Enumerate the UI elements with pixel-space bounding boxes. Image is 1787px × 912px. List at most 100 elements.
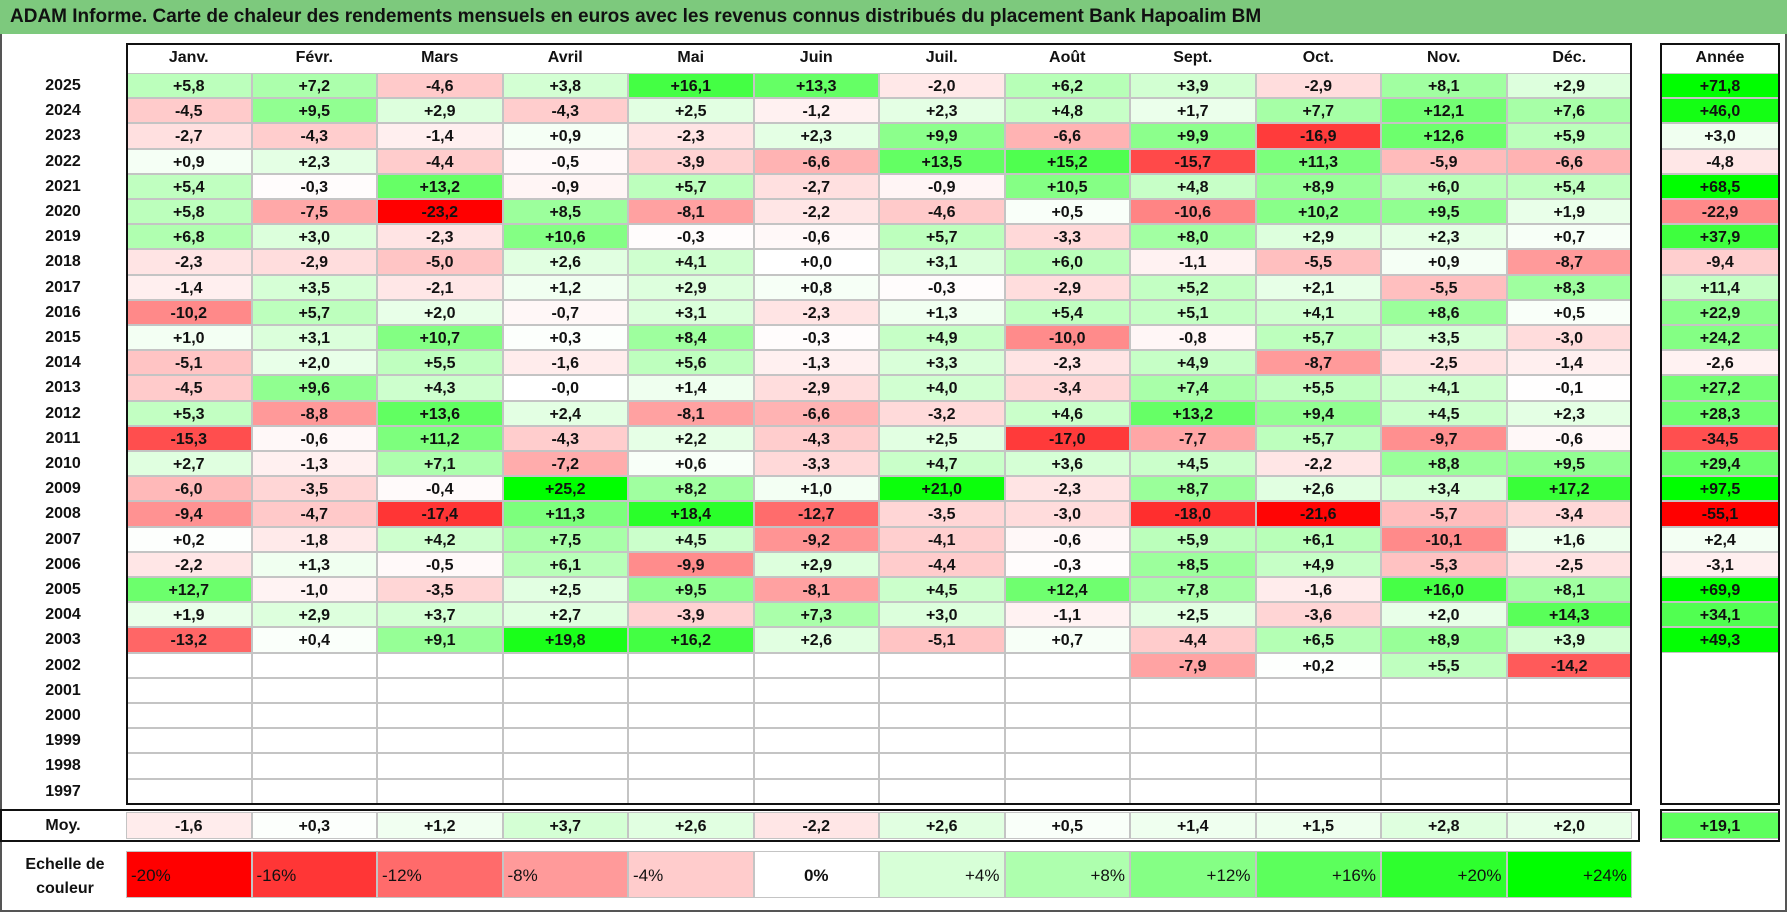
- heatmap-cell: +0,9: [126, 148, 252, 174]
- heatmap-cell: +13,2: [377, 173, 503, 199]
- heatmap-cell: +0,6: [628, 451, 754, 477]
- heatmap-cell: +11,3: [502, 501, 628, 527]
- heatmap-cell: -5,7: [1381, 501, 1507, 527]
- month-header: Nov.: [1427, 49, 1461, 66]
- heatmap-cell: +4,2: [377, 526, 503, 552]
- heatmap-cell: [1381, 753, 1507, 779]
- heatmap-cell: -5,1: [126, 350, 252, 376]
- heatmap-cell: -3,9: [628, 148, 754, 174]
- heatmap-cell: +4,1: [1255, 299, 1381, 325]
- year-total-header: Année: [1695, 49, 1745, 66]
- heatmap-cell: +3,4: [1381, 476, 1507, 502]
- heatmap-cell: [1130, 677, 1256, 703]
- heatmap-cell: +13,2: [1130, 400, 1256, 426]
- heatmap-cell: [1255, 778, 1381, 804]
- heatmap-cell: -1,4: [126, 274, 252, 300]
- heatmap-cell: [879, 753, 1005, 779]
- heatmap-cell: +2,1: [1255, 274, 1381, 300]
- heatmap-cell: +9,4: [1255, 400, 1381, 426]
- heatmap-cell: -2,3: [1004, 350, 1130, 376]
- chart-frame: [0, 34, 1787, 912]
- row-year-label: 2000: [45, 707, 81, 724]
- heatmap-cell: [628, 728, 754, 754]
- month-header: Juin: [799, 49, 833, 66]
- heatmap-cell: -6,0: [126, 476, 252, 502]
- heatmap-cell: -4,7: [251, 501, 377, 527]
- heatmap-cell: -8,7: [1506, 249, 1632, 275]
- page-title: ADAM Informe. Carte de chaleur des rende…: [0, 0, 1787, 34]
- heatmap-cell: -3,5: [879, 501, 1005, 527]
- heatmap-cell: +3,7: [377, 602, 503, 628]
- row-year-label: 2018: [45, 253, 81, 271]
- heatmap-cell: +5,2: [1130, 274, 1256, 300]
- year-total-cell: [1660, 728, 1780, 754]
- heatmap-cell: [753, 753, 879, 779]
- row-year-label: 1999: [45, 732, 81, 750]
- heatmap-cell: -2,2: [126, 551, 252, 577]
- average-cell: -1,6: [126, 812, 252, 839]
- row-year-label: 2002: [45, 656, 81, 674]
- heatmap-cell: +3,5: [251, 274, 377, 300]
- heatmap-cell: +6,8: [126, 224, 252, 250]
- year-total-cell: +22,9: [1660, 299, 1780, 325]
- heatmap-cell: +9,5: [628, 577, 754, 603]
- heatmap-cell: +9,5: [251, 98, 377, 124]
- heatmap-cell: -9,2: [753, 526, 879, 552]
- heatmap-cell: +2,9: [628, 274, 754, 300]
- heatmap-cell: [377, 677, 503, 703]
- heatmap-cell: -3,0: [1004, 501, 1130, 527]
- heatmap-cell: +4,9: [1255, 551, 1381, 577]
- heatmap-cell: -18,0: [1130, 501, 1256, 527]
- heatmap-cell: -2,9: [753, 375, 879, 401]
- heatmap-cell: +3,5: [1381, 325, 1507, 351]
- heatmap-cell: +0,5: [1506, 299, 1632, 325]
- row-year-label: 2014: [45, 354, 81, 372]
- heatmap-cell: +1,9: [126, 602, 252, 628]
- color-scale-swatch: -8%: [502, 851, 628, 898]
- month-header: Oct.: [1302, 49, 1334, 66]
- heatmap-cell: [251, 677, 377, 703]
- heatmap-cell: +9,6: [251, 375, 377, 401]
- heatmap-cell: +8,6: [1381, 299, 1507, 325]
- heatmap-cell: -16,9: [1255, 123, 1381, 149]
- heatmap-cell: +3,0: [879, 602, 1005, 628]
- heatmap-cell: [879, 728, 1005, 754]
- row-year-label: 2008: [45, 505, 81, 523]
- heatmap-cell: +4,5: [1381, 400, 1507, 426]
- heatmap-cell: +4,5: [1130, 451, 1256, 477]
- heatmap-cell: +0,7: [1004, 627, 1130, 653]
- heatmap-cell: +6,1: [502, 551, 628, 577]
- heatmap-cell: [377, 778, 503, 804]
- heatmap-cell: -0,5: [502, 148, 628, 174]
- heatmap-cell: +4,1: [628, 249, 754, 275]
- heatmap-cell: -4,4: [1130, 627, 1256, 653]
- heatmap-cell: [1506, 753, 1632, 779]
- heatmap-cell: +5,7: [251, 299, 377, 325]
- heatmap-cell: [251, 778, 377, 804]
- heatmap-cell: -2,3: [126, 249, 252, 275]
- heatmap-cell: [753, 677, 879, 703]
- heatmap-cell: -1,0: [251, 577, 377, 603]
- month-header: Avril: [547, 49, 583, 66]
- heatmap-cell: +12,1: [1381, 98, 1507, 124]
- heatmap-cell: +4,8: [1130, 173, 1256, 199]
- year-total-cell: -2,6: [1660, 350, 1780, 376]
- color-scale-swatch: +24%: [1506, 851, 1632, 898]
- heatmap-cell: [753, 728, 879, 754]
- heatmap-cell: +4,9: [879, 325, 1005, 351]
- heatmap-cell: +7,4: [1130, 375, 1256, 401]
- average-cell: +1,4: [1130, 812, 1256, 839]
- heatmap-cell: -2,9: [1255, 73, 1381, 99]
- heatmap-cell: -8,1: [628, 400, 754, 426]
- heatmap-cell: +5,7: [1255, 325, 1381, 351]
- heatmap-cell: +2,3: [1506, 400, 1632, 426]
- row-year-label: 1997: [45, 782, 81, 800]
- heatmap-cell: +5,5: [1255, 375, 1381, 401]
- row-year-label: 2001: [45, 681, 81, 699]
- heatmap-cell: +4,6: [1004, 400, 1130, 426]
- heatmap-cell: -2,9: [1004, 274, 1130, 300]
- heatmap-cell: +7,3: [753, 602, 879, 628]
- heatmap-cell: +13,3: [753, 73, 879, 99]
- heatmap-cell: +0,5: [1004, 199, 1130, 225]
- row-year-label: 1998: [45, 757, 81, 775]
